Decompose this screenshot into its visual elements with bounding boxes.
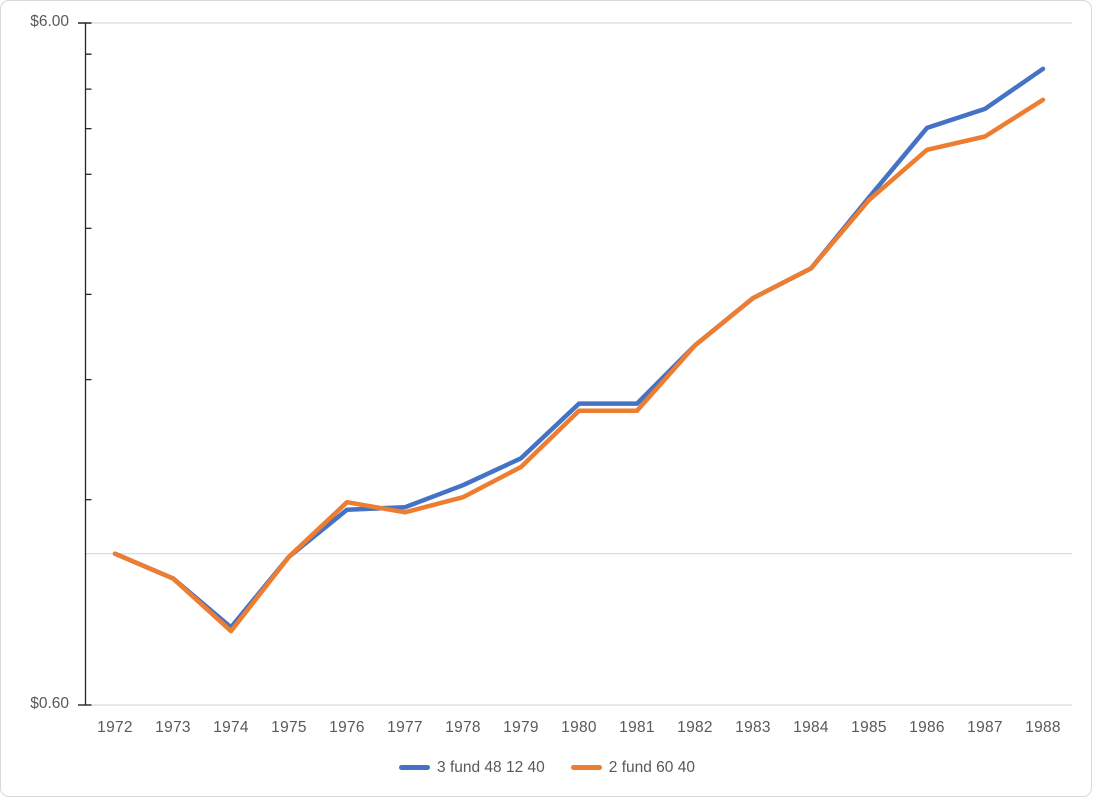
x-axis-label: 1980 <box>561 719 597 736</box>
x-axis-label: 1987 <box>967 719 1003 736</box>
x-axis-label: 1975 <box>271 719 307 736</box>
legend-item-series-1: 3 fund 48 12 40 <box>399 758 545 777</box>
x-axis-labels: 1972 1973 1974 1975 1976 1977 1978 1979 1980 1981… <box>1 718 1091 738</box>
legend-item-series-2: 2 fund 60 40 <box>570 758 695 777</box>
x-axis-label: 1981 <box>619 719 655 736</box>
x-axis-label: 1976 <box>329 719 365 736</box>
y-axis-max-label: $6.00 <box>30 13 69 30</box>
legend-label: 3 fund 48 12 40 <box>437 759 545 776</box>
legend-label: 2 fund 60 40 <box>608 759 695 776</box>
legend: 3 fund 48 12 40 2 fund 60 40 <box>1 758 1091 777</box>
x-axis-label: 1978 <box>445 719 481 736</box>
x-axis-label: 1988 <box>1025 719 1061 736</box>
x-axis-label: 1983 <box>735 719 771 736</box>
x-axis-label: 1986 <box>909 719 945 736</box>
x-axis-label: 1985 <box>851 719 887 736</box>
series-line-1 <box>112 97 1046 634</box>
x-axis-label: 1984 <box>793 719 829 736</box>
y-axis-min-label: $0.60 <box>30 695 69 712</box>
x-axis-label: 1972 <box>97 719 133 736</box>
x-axis-label: 1973 <box>155 719 191 736</box>
series-line-0 <box>112 66 1046 630</box>
x-axis-label: 1982 <box>677 719 713 736</box>
x-axis-label: 1977 <box>387 719 423 736</box>
x-axis-label: 1974 <box>213 719 249 736</box>
x-axis-label: 1979 <box>503 719 539 736</box>
legend-swatch-blue <box>399 765 431 770</box>
legend-swatch-orange <box>570 765 602 770</box>
